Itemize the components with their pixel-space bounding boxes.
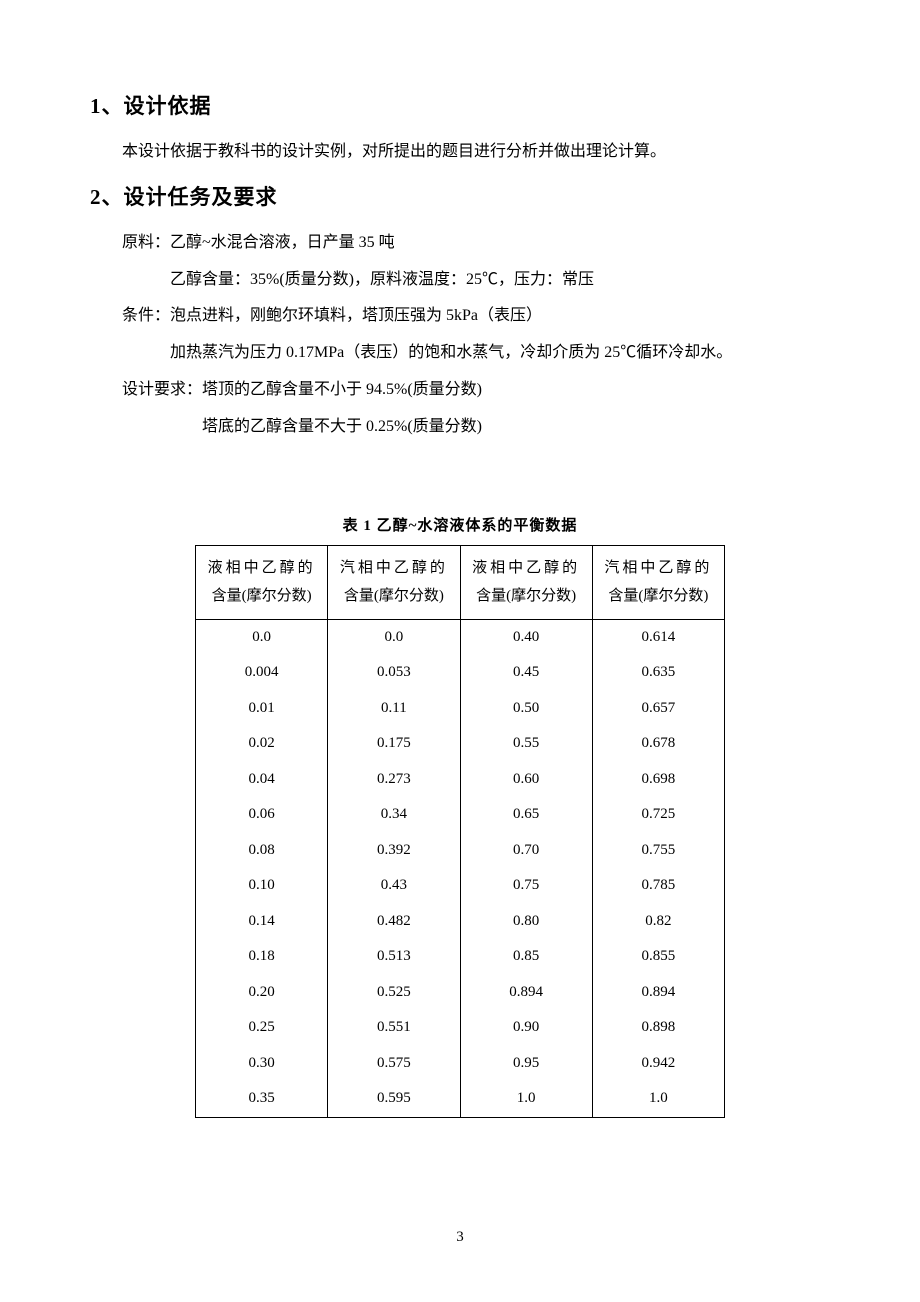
table-row: 0.300.5750.950.942 bbox=[196, 1046, 725, 1082]
table-cell: 0.004 bbox=[196, 655, 328, 691]
table-cell: 0.0 bbox=[196, 619, 328, 655]
table-caption: 表 1 乙醇~水溶液体系的平衡数据 bbox=[90, 514, 830, 535]
table-cell: 0.575 bbox=[328, 1046, 460, 1082]
table-cell: 0.513 bbox=[328, 939, 460, 975]
condition-line2: 加热蒸汽为压力 0.17MPa（表压）的饱和水蒸气，冷却介质为 25℃循环冷却水… bbox=[90, 335, 830, 372]
table-cell: 0.18 bbox=[196, 939, 328, 975]
table-cell: 0.04 bbox=[196, 762, 328, 798]
table-cell: 0.20 bbox=[196, 975, 328, 1011]
table-row: 0.020.1750.550.678 bbox=[196, 726, 725, 762]
equilibrium-table: 液相中乙醇的含量(摩尔分数) 汽相中乙醇的含量(摩尔分数) 液相中乙醇的含量(摩… bbox=[195, 545, 725, 1118]
table-header-3: 液相中乙醇的含量(摩尔分数) bbox=[460, 545, 592, 619]
table-cell: 0.02 bbox=[196, 726, 328, 762]
table-cell: 0.50 bbox=[460, 691, 592, 727]
table-row: 0.00.00.400.614 bbox=[196, 619, 725, 655]
table-cell: 0.80 bbox=[460, 904, 592, 940]
table-cell: 0.70 bbox=[460, 833, 592, 869]
table-cell: 1.0 bbox=[460, 1081, 592, 1117]
table-cell: 0.482 bbox=[328, 904, 460, 940]
table-cell: 0.595 bbox=[328, 1081, 460, 1117]
table-cell: 0.60 bbox=[460, 762, 592, 798]
table-cell: 0.392 bbox=[328, 833, 460, 869]
table-row: 0.250.5510.900.898 bbox=[196, 1010, 725, 1046]
condition-line1: 条件：泡点进料，刚鲍尔环填料，塔顶压强为 5kPa（表压） bbox=[90, 298, 830, 335]
table-row: 0.080.3920.700.755 bbox=[196, 833, 725, 869]
table-cell: 0.95 bbox=[460, 1046, 592, 1082]
raw-material-line2: 乙醇含量：35%(质量分数)，原料液温度：25℃，压力：常压 bbox=[90, 262, 830, 299]
table-cell: 0.855 bbox=[592, 939, 724, 975]
table-row: 0.0040.0530.450.635 bbox=[196, 655, 725, 691]
table-cell: 0.273 bbox=[328, 762, 460, 798]
requirement-line2: 塔底的乙醇含量不大于 0.25%(质量分数) bbox=[90, 409, 830, 446]
table-cell: 0.82 bbox=[592, 904, 724, 940]
table-row: 0.350.5951.01.0 bbox=[196, 1081, 725, 1117]
table-cell: 0.01 bbox=[196, 691, 328, 727]
table-cell: 0.755 bbox=[592, 833, 724, 869]
table-cell: 0.551 bbox=[328, 1010, 460, 1046]
table-cell: 0.55 bbox=[460, 726, 592, 762]
table-cell: 0.614 bbox=[592, 619, 724, 655]
table-cell: 1.0 bbox=[592, 1081, 724, 1117]
table-cell: 0.942 bbox=[592, 1046, 724, 1082]
table-cell: 0.06 bbox=[196, 797, 328, 833]
table-cell: 0.30 bbox=[196, 1046, 328, 1082]
table-cell: 0.14 bbox=[196, 904, 328, 940]
table-cell: 0.10 bbox=[196, 868, 328, 904]
table-cell: 0.90 bbox=[460, 1010, 592, 1046]
table-cell: 0.678 bbox=[592, 726, 724, 762]
table-header-2: 汽相中乙醇的含量(摩尔分数) bbox=[328, 545, 460, 619]
table-cell: 0.657 bbox=[592, 691, 724, 727]
table-cell: 0.785 bbox=[592, 868, 724, 904]
page-number: 3 bbox=[0, 1229, 920, 1246]
table-header-4: 汽相中乙醇的含量(摩尔分数) bbox=[592, 545, 724, 619]
table-cell: 0.85 bbox=[460, 939, 592, 975]
table-cell: 0.635 bbox=[592, 655, 724, 691]
table-cell: 0.698 bbox=[592, 762, 724, 798]
section1-heading: 1、设计依据 bbox=[90, 90, 830, 120]
table-cell: 0.35 bbox=[196, 1081, 328, 1117]
table-cell: 0.45 bbox=[460, 655, 592, 691]
table-cell: 0.053 bbox=[328, 655, 460, 691]
table-row: 0.140.4820.800.82 bbox=[196, 904, 725, 940]
table-cell: 0.65 bbox=[460, 797, 592, 833]
table-row: 0.200.5250.8940.894 bbox=[196, 975, 725, 1011]
table-row: 0.060.340.650.725 bbox=[196, 797, 725, 833]
table-header-1: 液相中乙醇的含量(摩尔分数) bbox=[196, 545, 328, 619]
table-cell: 0.525 bbox=[328, 975, 460, 1011]
table-cell: 0.898 bbox=[592, 1010, 724, 1046]
table-cell: 0.34 bbox=[328, 797, 460, 833]
table-cell: 0.43 bbox=[328, 868, 460, 904]
table-row: 0.040.2730.600.698 bbox=[196, 762, 725, 798]
table-cell: 0.75 bbox=[460, 868, 592, 904]
table-row: 0.100.430.750.785 bbox=[196, 868, 725, 904]
table-cell: 0.25 bbox=[196, 1010, 328, 1046]
table-cell: 0.894 bbox=[460, 975, 592, 1011]
table-cell: 0.11 bbox=[328, 691, 460, 727]
table-cell: 0.08 bbox=[196, 833, 328, 869]
requirement-line1: 设计要求：塔顶的乙醇含量不小于 94.5%(质量分数) bbox=[90, 372, 830, 409]
table-cell: 0.175 bbox=[328, 726, 460, 762]
raw-material-line1: 原料：乙醇~水混合溶液，日产量 35 吨 bbox=[90, 225, 830, 262]
table-cell: 0.40 bbox=[460, 619, 592, 655]
table-cell: 0.725 bbox=[592, 797, 724, 833]
table-cell: 0.894 bbox=[592, 975, 724, 1011]
section1-para: 本设计依据于教科书的设计实例，对所提出的题目进行分析并做出理论计算。 bbox=[90, 134, 830, 171]
table-cell: 0.0 bbox=[328, 619, 460, 655]
section2-heading: 2、设计任务及要求 bbox=[90, 181, 830, 211]
table-row: 0.010.110.500.657 bbox=[196, 691, 725, 727]
table-row: 0.180.5130.850.855 bbox=[196, 939, 725, 975]
